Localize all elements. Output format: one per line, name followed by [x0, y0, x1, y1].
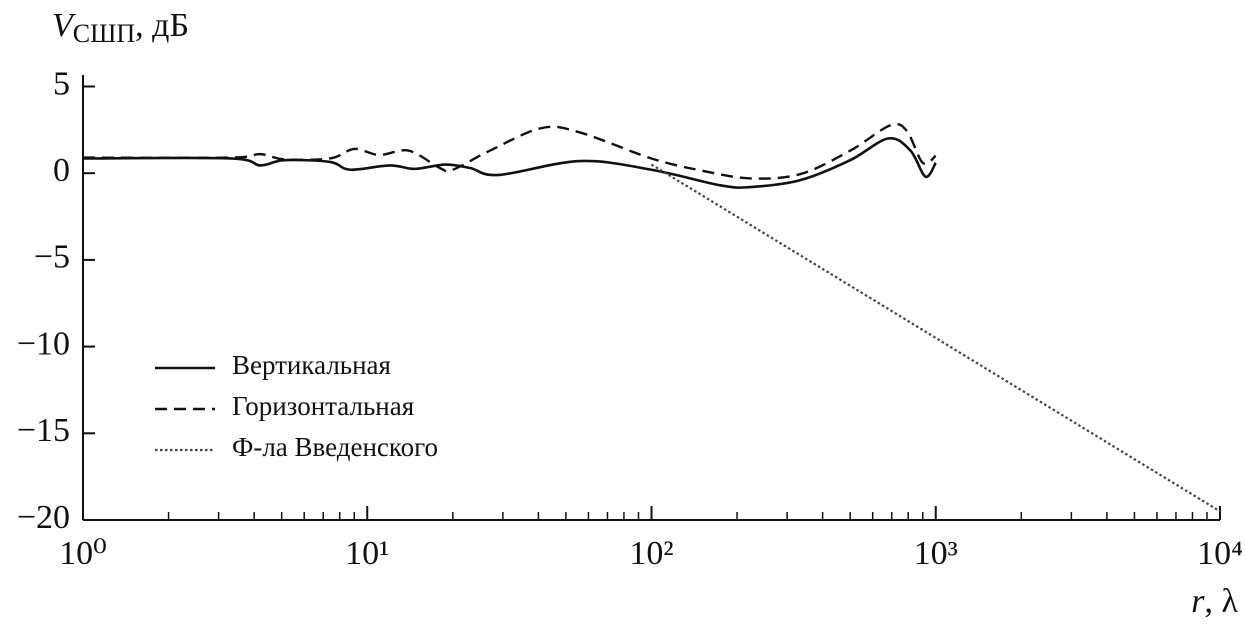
legend-label: Вертикальная	[232, 350, 391, 380]
x-tick-label: 10⁴	[1197, 535, 1243, 572]
x-tick-label: 10¹	[345, 535, 389, 572]
y-tick-label: −10	[17, 325, 70, 362]
line-series	[82, 122, 937, 180]
y-axis-label: VСШП, дБ	[52, 7, 189, 48]
line-series	[650, 163, 1221, 513]
x-label-symbol: r	[1191, 583, 1205, 620]
y-label-unit: , дБ	[135, 7, 189, 44]
legend-label: Ф-ла Введенского	[232, 432, 438, 462]
y-tick-label: −20	[17, 499, 70, 536]
y-tick-label: 0	[53, 152, 70, 189]
x-tick-label: 10³	[914, 535, 958, 572]
x-tick-label: 10⁰	[59, 535, 107, 572]
y-tick-label: −5	[34, 239, 70, 276]
x-tick-label: 10²	[629, 535, 673, 572]
y-tick-label: −15	[17, 412, 70, 449]
legend-label: Горизонтальная	[232, 391, 414, 421]
y-label-subscript: СШП	[73, 19, 136, 48]
x-label-unit: , λ	[1205, 583, 1239, 620]
line-series	[82, 137, 937, 189]
x-axis-label: r, λ	[1191, 583, 1238, 620]
y-tick-label: 5	[53, 65, 70, 102]
